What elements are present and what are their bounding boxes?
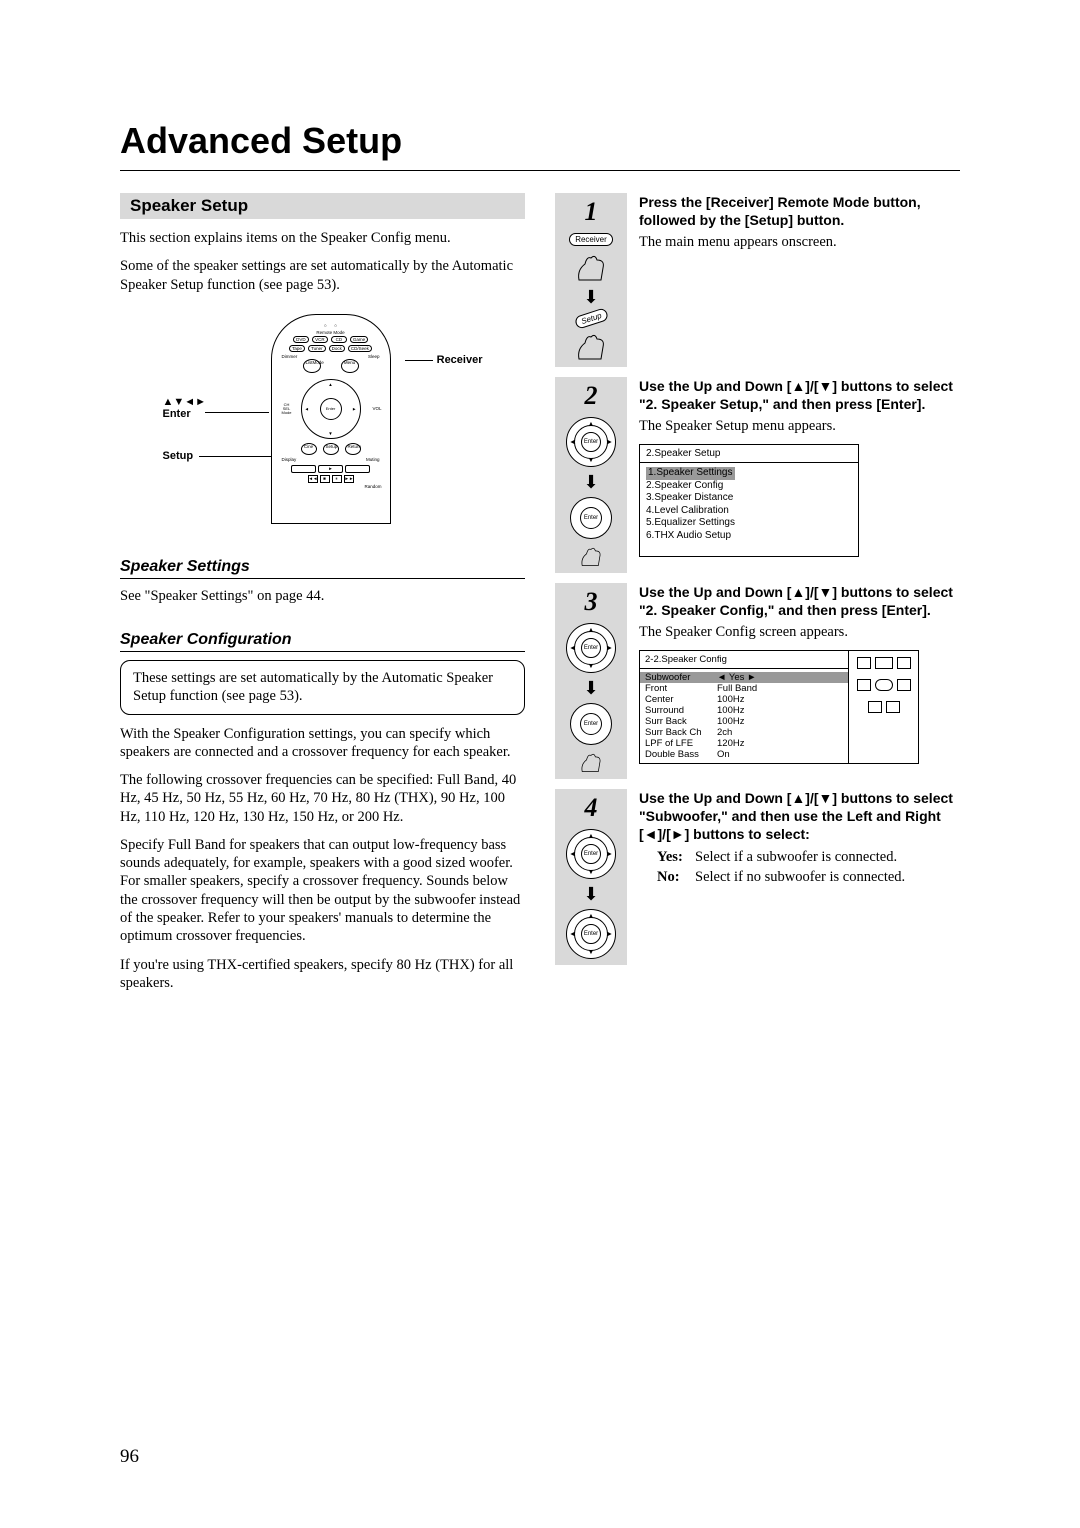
enter-ring-icon: Enter xyxy=(570,497,612,539)
config-row: Center100Hz xyxy=(645,694,843,705)
step-3-body: The Speaker Config screen appears. xyxy=(639,623,960,642)
step-3-icons: 3 Enter ▲ ▼ ◄ ► ⬇ Enter xyxy=(555,583,627,779)
hand-press-icon xyxy=(576,545,606,567)
left-column: Speaker Setup This section explains item… xyxy=(120,193,525,1002)
receiver-button-icon: Receiver xyxy=(569,233,613,246)
menu-item: 2.Speaker Config xyxy=(646,480,852,493)
yes-text: Select if a subwoofer is connected. xyxy=(695,848,897,867)
config-speaker-icons xyxy=(848,651,918,763)
right-column: 1 Receiver ⬇ Setup Press the [Receiver] … xyxy=(555,193,960,1002)
menu-item: 1.Speaker Settings xyxy=(646,467,852,480)
step-4: 4 Enter ▲ ▼ ◄ ► ⬇ Enter ▲ ▼ ◄ ► xyxy=(555,789,960,965)
step-2-num: 2 xyxy=(585,383,598,409)
step-2: 2 Enter ▲ ▼ ◄ ► ⬇ Enter Use the Up and D… xyxy=(555,377,960,573)
speaker-config-note: These settings are set automatically by … xyxy=(120,660,525,715)
config-row: FrontFull Band xyxy=(645,683,843,694)
no-label: No: xyxy=(657,868,695,887)
config-row: Surr Back Ch2ch xyxy=(645,727,843,738)
speaker-settings-heading: Speaker Settings xyxy=(120,558,525,576)
step-3-instruction: Use the Up and Down [▲]/[▼] buttons to s… xyxy=(639,583,960,619)
step-3-num: 3 xyxy=(585,589,598,615)
speaker-settings-body: See "Speaker Settings" on page 44. xyxy=(120,587,525,605)
menu-title: 2.Speaker Setup xyxy=(640,445,858,463)
speaker-setup-intro-2: Some of the speaker settings are set aut… xyxy=(120,257,525,294)
nav-ring-icon: Enter ▲ ▼ ◄ ► xyxy=(566,417,616,467)
remote-outline: ○ ○ Remote Mode DVD VCR CD Game Tape Tun… xyxy=(271,314,391,524)
speaker-config-p2: The following crossover frequencies can … xyxy=(120,771,525,826)
config-row: LPF of LFE120Hz xyxy=(645,738,843,749)
nav-ring-icon: Enter ▲ ▼ ◄ ► xyxy=(566,829,616,879)
step-4-instruction: Use the Up and Down [▲]/[▼] buttons to s… xyxy=(639,789,960,844)
menu-item: 6.THX Audio Setup xyxy=(646,530,852,543)
config-row: Double BassOn xyxy=(645,749,843,760)
step-1-instruction: Press the [Receiver] Remote Mode button,… xyxy=(639,193,960,229)
speaker-config-p4: If you're using THX-certified speakers, … xyxy=(120,956,525,993)
no-text: Select if no subwoofer is connected. xyxy=(695,868,905,887)
hand-press-icon xyxy=(571,252,611,282)
callout-setup: Setup xyxy=(163,450,194,462)
step-2-instruction: Use the Up and Down [▲]/[▼] buttons to s… xyxy=(639,377,960,413)
speaker-setup-intro-1: This section explains items on the Speak… xyxy=(120,229,525,247)
nav-ring-icon: Enter ▲ ▼ ◄ ► xyxy=(566,909,616,959)
menu-item: 5.Equalizer Settings xyxy=(646,517,852,530)
content-columns: Speaker Setup This section explains item… xyxy=(120,193,960,1002)
speaker-setup-heading: Speaker Setup xyxy=(120,193,525,219)
title-rule xyxy=(120,170,960,171)
hand-press-icon xyxy=(576,751,606,773)
step-1: 1 Receiver ⬇ Setup Press the [Receiver] … xyxy=(555,193,960,367)
enter-ring-icon: Enter xyxy=(570,703,612,745)
step-1-icons: 1 Receiver ⬇ Setup xyxy=(555,193,627,367)
menu-item: 4.Level Calibration xyxy=(646,505,852,518)
speaker-config-p1: With the Speaker Configuration settings,… xyxy=(120,725,525,762)
down-arrow-icon: ⬇ xyxy=(583,473,598,491)
step-4-icons: 4 Enter ▲ ▼ ◄ ► ⬇ Enter ▲ ▼ ◄ ► xyxy=(555,789,627,965)
page-title: Advanced Setup xyxy=(120,120,960,162)
setup-button-icon: Setup xyxy=(573,307,608,330)
speaker-config-heading: Speaker Configuration xyxy=(120,631,525,649)
nav-ring-icon: Enter ▲ ▼ ◄ ► xyxy=(566,623,616,673)
step-2-body: The Speaker Setup menu appears. xyxy=(639,417,960,436)
speaker-config-screen: 2-2.Speaker Config Subwoofer◄ Yes ►Front… xyxy=(639,650,919,764)
hand-press-icon xyxy=(571,331,611,361)
config-row: Subwoofer◄ Yes ► xyxy=(640,672,848,683)
step-4-options: Yes: Select if a subwoofer is connected.… xyxy=(639,848,960,888)
config-row: Surround100Hz xyxy=(645,705,843,716)
step-4-num: 4 xyxy=(585,795,598,821)
down-arrow-icon: ⬇ xyxy=(583,885,598,903)
speaker-config-rule xyxy=(120,651,525,652)
speaker-config-p3: Specify Full Band for speakers that can … xyxy=(120,836,525,946)
speaker-setup-menu: 2.Speaker Setup 1.Speaker Settings2.Spea… xyxy=(639,444,859,557)
step-1-body: The main menu appears onscreen. xyxy=(639,233,960,252)
page-number: 96 xyxy=(120,1446,139,1468)
yes-label: Yes: xyxy=(657,848,695,867)
step-1-num: 1 xyxy=(585,199,598,225)
down-arrow-icon: ⬇ xyxy=(583,288,598,306)
step-2-icons: 2 Enter ▲ ▼ ◄ ► ⬇ Enter xyxy=(555,377,627,573)
remote-figure: ○ ○ Remote Mode DVD VCR CD Game Tape Tun… xyxy=(163,314,483,534)
config-title: 2-2.Speaker Config xyxy=(640,651,848,669)
speaker-settings-rule xyxy=(120,578,525,579)
menu-item: 3.Speaker Distance xyxy=(646,492,852,505)
step-3: 3 Enter ▲ ▼ ◄ ► ⬇ Enter Use the Up and D… xyxy=(555,583,960,779)
config-row: Surr Back100Hz xyxy=(645,716,843,727)
callout-receiver: Receiver xyxy=(437,354,483,366)
callout-arrows-enter: ▲▼◄► Enter xyxy=(163,396,207,420)
down-arrow-icon: ⬇ xyxy=(583,679,598,697)
